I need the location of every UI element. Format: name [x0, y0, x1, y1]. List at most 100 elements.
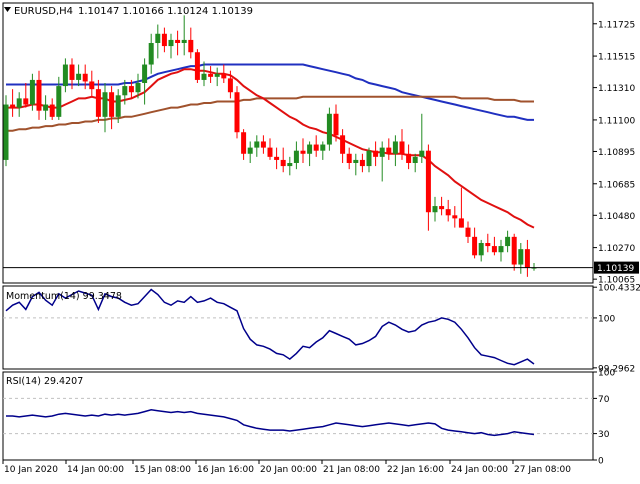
- candle-body: [465, 227, 471, 237]
- candle-body: [472, 236, 478, 256]
- candle: [247, 141, 253, 163]
- time-tick-label: 20 Jan 00:00: [260, 465, 317, 475]
- candle-body: [267, 147, 273, 157]
- candle: [307, 141, 313, 167]
- candle: [458, 187, 464, 228]
- candle: [43, 95, 49, 120]
- candle: [399, 129, 405, 160]
- candle: [122, 79, 128, 105]
- candle: [366, 147, 372, 173]
- candle: [320, 141, 326, 160]
- candle: [254, 135, 260, 157]
- candle-body: [214, 73, 220, 77]
- candle: [518, 243, 524, 274]
- candle: [293, 141, 299, 170]
- candle: [267, 138, 273, 160]
- candle-body: [36, 79, 42, 111]
- candle-body: [102, 92, 108, 117]
- candle: [109, 86, 115, 130]
- candle-body: [161, 33, 167, 47]
- candle: [155, 24, 161, 59]
- candle: [326, 107, 332, 151]
- candle: [214, 67, 220, 87]
- candle-body: [452, 215, 458, 219]
- candle: [10, 89, 16, 117]
- candle-body: [419, 150, 425, 157]
- mom-line: [5, 288, 535, 366]
- candle: [478, 239, 484, 262]
- candle-body: [373, 150, 379, 157]
- candle: [274, 147, 280, 170]
- price-tick-label: 1.10480: [598, 212, 635, 222]
- candle-body: [49, 104, 55, 117]
- candle-body: [148, 43, 154, 65]
- candle: [241, 129, 247, 160]
- candle-body: [3, 104, 9, 160]
- candle: [201, 61, 207, 87]
- symbol-label: EURUSD,H4: [14, 6, 73, 17]
- candle: [505, 230, 511, 253]
- candle: [465, 221, 471, 243]
- time-tick-label: 10 Jan 2020: [4, 465, 58, 475]
- candle-body: [280, 159, 286, 167]
- candle-body: [326, 113, 332, 145]
- candle: [353, 153, 359, 176]
- candle-body: [458, 218, 464, 228]
- candle-body: [16, 98, 22, 108]
- candle: [234, 86, 240, 139]
- candle: [439, 196, 445, 216]
- candle-body: [439, 206, 445, 210]
- candle-body: [406, 153, 412, 163]
- rsi-tick-label: 30: [598, 430, 610, 440]
- candle: [227, 70, 233, 99]
- ma-line-ma_slow: [6, 95, 534, 132]
- candle: [300, 138, 306, 163]
- candle-body: [69, 64, 75, 80]
- candle-body: [346, 153, 352, 163]
- time-tick-label: 22 Jan 16:00: [387, 465, 444, 475]
- current-price-label: 1.10139: [597, 264, 634, 274]
- candle: [524, 239, 530, 277]
- candle: [82, 64, 88, 90]
- candle: [379, 141, 385, 182]
- candle-body: [221, 73, 227, 79]
- pane-frame-rsi: [2, 371, 594, 461]
- price-tick-label: 1.11310: [598, 84, 635, 94]
- candle: [313, 135, 319, 157]
- candle-body: [155, 33, 161, 43]
- candle: [49, 98, 55, 120]
- collapse-triangle-icon[interactable]: [4, 7, 11, 12]
- pane-frame-main: [2, 2, 594, 284]
- candle: [472, 227, 478, 259]
- time-tick-label: 21 Jan 08:00: [323, 465, 380, 475]
- candle: [511, 233, 517, 271]
- rsi-title: RSI(14) 29.4207: [6, 376, 83, 387]
- candle: [29, 73, 35, 111]
- candle: [359, 153, 365, 173]
- candle: [531, 263, 537, 271]
- candle-body: [320, 144, 326, 151]
- price-tick-label: 1.10895: [598, 148, 635, 158]
- candle-body: [208, 73, 214, 77]
- price-tick-label: 1.10685: [598, 180, 635, 190]
- candle: [148, 33, 154, 74]
- candle: [392, 135, 398, 167]
- mom-tick-label: 100: [598, 314, 615, 324]
- candle-body: [307, 144, 313, 154]
- rsi-tick-label: 100: [598, 369, 615, 379]
- candle-body: [392, 141, 398, 154]
- candle-body: [359, 159, 365, 167]
- candle: [491, 236, 497, 256]
- candle: [432, 196, 438, 222]
- candle: [425, 144, 431, 231]
- candle: [175, 30, 181, 56]
- candle-body: [313, 144, 319, 151]
- candle: [102, 83, 108, 133]
- rsi-line: [6, 409, 535, 437]
- price-tick-label: 1.11100: [598, 116, 635, 126]
- candle-body: [43, 104, 49, 111]
- candle-body: [62, 64, 68, 87]
- candle: [221, 64, 227, 83]
